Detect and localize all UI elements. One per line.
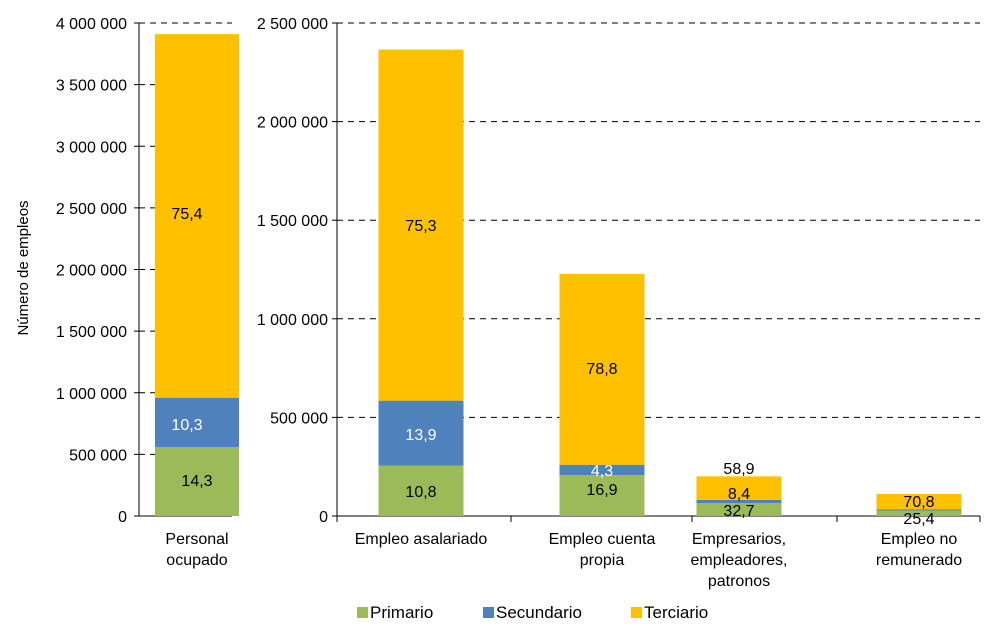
bar-segment-primario — [559, 474, 645, 516]
y-tick-label: 3 500 000 — [56, 78, 127, 95]
y-tick-label: 1 500 000 — [56, 324, 127, 341]
legend-label-terciario: Terciario — [644, 603, 708, 622]
data-label: 10,3 — [171, 417, 202, 434]
data-label: 10,8 — [405, 484, 436, 501]
category-label: Empleo cuenta — [549, 531, 656, 548]
legend-label-primario: Primario — [370, 603, 433, 622]
category-label: patronos — [708, 573, 770, 590]
category-label: remunerado — [876, 552, 962, 569]
data-label: 70,8 — [903, 494, 934, 511]
data-label: 78,8 — [586, 361, 617, 378]
bar-segment-secundario — [559, 464, 645, 475]
bar-segment-primario — [378, 465, 464, 516]
data-label: 14,3 — [181, 473, 212, 490]
category-label: ocupado — [166, 552, 227, 569]
bar-segment-secundario — [378, 400, 464, 466]
bar-segment-secundario — [696, 499, 782, 504]
bar-segment-primario — [696, 503, 782, 516]
legend-label-secundario: Secundario — [496, 603, 582, 622]
category-label: empleadores, — [691, 552, 788, 569]
bar-segment-terciario — [876, 493, 962, 510]
data-label: 32,7 — [723, 503, 754, 520]
bar-segment-secundario — [155, 397, 239, 447]
y-axis-title: Número de empleos — [15, 200, 32, 335]
data-label: 8,4 — [728, 486, 750, 503]
y-tick-label: 2 500 000 — [56, 201, 127, 218]
bar-segment-secundario — [876, 509, 962, 511]
legend-swatch-secundario — [483, 607, 494, 618]
category-label: Empleo asalariado — [355, 531, 488, 548]
category-label: propia — [580, 552, 625, 569]
y-tick-label: 0 — [118, 509, 127, 526]
y-tick-label: 1 000 000 — [257, 312, 328, 329]
data-label: 75,4 — [171, 206, 202, 223]
category-label: Empresarios, — [692, 531, 786, 548]
y-tick-label: 0 — [319, 509, 328, 526]
y-tick-label: 4 000 000 — [56, 16, 127, 33]
data-label: 13,9 — [405, 427, 436, 444]
y-tick-label: 2 500 000 — [257, 16, 328, 33]
y-tick-label: 2 000 000 — [257, 115, 328, 132]
legend-swatch-terciario — [631, 607, 642, 618]
data-label: 4,3 — [591, 463, 613, 480]
y-tick-label: 1 000 000 — [56, 386, 127, 403]
y-tick-label: 500 000 — [270, 410, 328, 427]
bar-segment-terciario — [378, 49, 464, 401]
bar-segment-primario — [876, 510, 962, 516]
category-label: Empleo no — [881, 531, 958, 548]
y-tick-label: 2 000 000 — [56, 263, 127, 280]
legend-swatch-primario — [357, 607, 368, 618]
y-tick-label: 500 000 — [69, 447, 127, 464]
data-label: 75,3 — [405, 218, 436, 235]
bar-segment-terciario — [155, 34, 239, 398]
data-label: 16,9 — [586, 482, 617, 499]
data-label: 58,9 — [723, 461, 754, 478]
y-tick-label: 1 500 000 — [257, 213, 328, 230]
data-label: 25,4 — [903, 511, 934, 528]
category-label: Personal — [165, 531, 228, 548]
bar-segment-terciario — [559, 273, 645, 465]
bar-segment-primario — [155, 446, 239, 516]
y-tick-label: 3 000 000 — [56, 139, 127, 156]
bar-segment-terciario — [696, 476, 782, 500]
